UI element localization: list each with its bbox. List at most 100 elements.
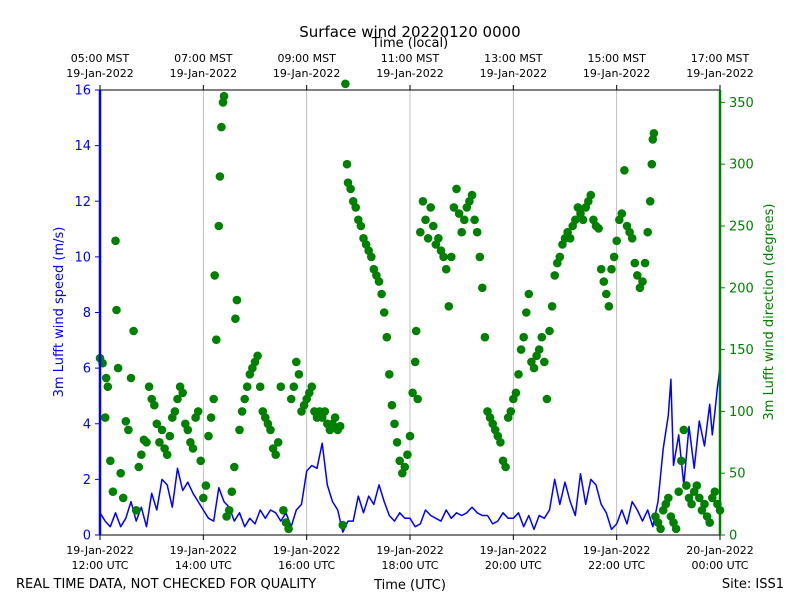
wind-direction-point xyxy=(390,419,399,429)
top-tick-time: 09:00 MST xyxy=(277,52,336,65)
wind-direction-point xyxy=(387,400,397,410)
wind-direction-point xyxy=(501,462,510,472)
wind-direction-point xyxy=(108,487,118,497)
wind-direction-point xyxy=(294,370,304,379)
wind-direction-point xyxy=(447,252,456,262)
wind-direction-point xyxy=(374,277,384,286)
wind-direction-point xyxy=(106,456,115,466)
wind-direction-point xyxy=(266,425,275,435)
wind-direction-point xyxy=(705,518,714,527)
wind-direction-point xyxy=(193,407,203,416)
wind-direction-point xyxy=(408,388,417,398)
wind-direction-point xyxy=(620,166,629,175)
bottom-axis-ticks: 19-Jan-2022 12:00 UTC 19-Jan-2022 14:00 UTC… xyxy=(66,535,754,572)
left-axis-ticks: 0 2 4 6 8 10 12 14 16 xyxy=(74,84,100,544)
wind-direction-point xyxy=(253,351,262,361)
bottom-tick-date: 19-Jan-2022 xyxy=(376,544,444,557)
wind-direction-point xyxy=(224,506,234,515)
wind-direction-point xyxy=(645,197,655,206)
wind-direction-point xyxy=(403,450,412,460)
bottom-tick-time: 00:00 UTC xyxy=(691,559,748,572)
wind-direction-point xyxy=(426,203,436,212)
top-tick-time: 17:00 MST xyxy=(691,52,750,65)
wind-direction-series xyxy=(95,79,725,534)
wind-direction-point xyxy=(594,224,603,233)
wind-direction-point xyxy=(421,215,430,225)
wind-direction-point xyxy=(129,326,138,336)
wind-direction-point xyxy=(338,520,348,530)
top-tick-date: 19-Jan-2022 xyxy=(480,67,548,80)
top-tick-time: 13:00 MST xyxy=(484,52,543,65)
wind-direction-point xyxy=(607,264,616,274)
wind-direction-point xyxy=(643,227,652,237)
bottom-tick-date: 19-Jan-2022 xyxy=(583,544,651,557)
wind-direction-point xyxy=(545,326,554,336)
wind-direction-point xyxy=(116,468,125,478)
wind-direction-point xyxy=(126,373,136,383)
wind-direction-point xyxy=(152,419,162,429)
wind-direction-point xyxy=(524,289,534,299)
wind-direction-point xyxy=(150,400,159,410)
wind-direction-point xyxy=(292,357,301,367)
wind-direction-point xyxy=(242,382,252,392)
wind-direction-point xyxy=(647,159,657,169)
left-tick-label: 0 xyxy=(83,529,91,544)
wind-speed-series xyxy=(99,368,721,533)
wind-direction-point xyxy=(346,184,355,194)
wind-direction-point xyxy=(237,407,247,416)
top-tick-time: 07:00 MST xyxy=(174,52,233,65)
right-tick-label: 50 xyxy=(729,467,746,482)
bottom-tick-time: 22:00 UTC xyxy=(588,559,645,572)
x-axis-label: Time (UTC) xyxy=(373,578,446,593)
bottom-tick-date: 19-Jan-2022 xyxy=(66,544,134,557)
wind-direction-point xyxy=(475,252,485,262)
wind-direction-point xyxy=(514,370,523,379)
wind-direction-point xyxy=(630,258,640,268)
wind-direction-point xyxy=(434,234,443,243)
wind-direction-point xyxy=(111,236,120,246)
wind-direction-point xyxy=(271,450,281,460)
wind-direction-point xyxy=(638,277,647,286)
right-axis-ticks: 0 50 100 150 200 250 300 350 xyxy=(720,96,754,544)
wind-direction-point xyxy=(679,425,689,435)
wind-direction-point xyxy=(121,417,131,426)
wind-direction-point xyxy=(214,221,224,231)
wind-direction-point xyxy=(206,413,216,422)
right-tick-label: 300 xyxy=(729,158,754,173)
wind-direction-point xyxy=(674,487,683,497)
wind-direction-point xyxy=(596,264,606,274)
wind-direction-point xyxy=(196,456,205,466)
right-tick-label: 200 xyxy=(729,281,754,296)
wind-direction-point xyxy=(496,438,505,447)
wind-direction-point xyxy=(212,335,221,345)
bottom-tick-date: 20-Jan-2022 xyxy=(686,544,754,557)
wind-direction-point xyxy=(472,227,482,237)
wind-direction-point xyxy=(413,394,423,404)
wind-direction-point xyxy=(103,382,113,392)
wind-direction-point xyxy=(382,332,392,342)
wind-direction-point xyxy=(231,314,240,324)
top-tick-time: 15:00 MST xyxy=(587,52,646,65)
wind-direction-point xyxy=(255,382,265,392)
wind-direction-point xyxy=(385,370,394,379)
wind-direction-point xyxy=(286,394,296,404)
wind-direction-point xyxy=(710,487,720,497)
wind-direction-point xyxy=(144,382,154,392)
wind-direction-point xyxy=(609,252,619,262)
wind-direction-point xyxy=(178,388,187,398)
wind-direction-point xyxy=(444,302,454,311)
wind-direction-point xyxy=(677,456,686,466)
bottom-tick-time: 20:00 UTC xyxy=(485,559,542,572)
wind-direction-point xyxy=(289,382,299,392)
wind-direction-point xyxy=(410,357,420,367)
right-tick-label: 0 xyxy=(729,529,737,544)
wind-direction-point xyxy=(199,493,208,503)
wind-direction-point xyxy=(157,425,167,435)
top-tick-date: 19-Jan-2022 xyxy=(583,67,651,80)
wind-direction-point xyxy=(173,394,182,404)
wind-direction-point xyxy=(240,394,249,404)
wind-direction-point xyxy=(395,456,405,466)
quality-disclaimer: REAL TIME DATA, NOT CHECKED FOR QUALITY xyxy=(16,577,316,592)
wind-direction-point xyxy=(612,236,621,246)
